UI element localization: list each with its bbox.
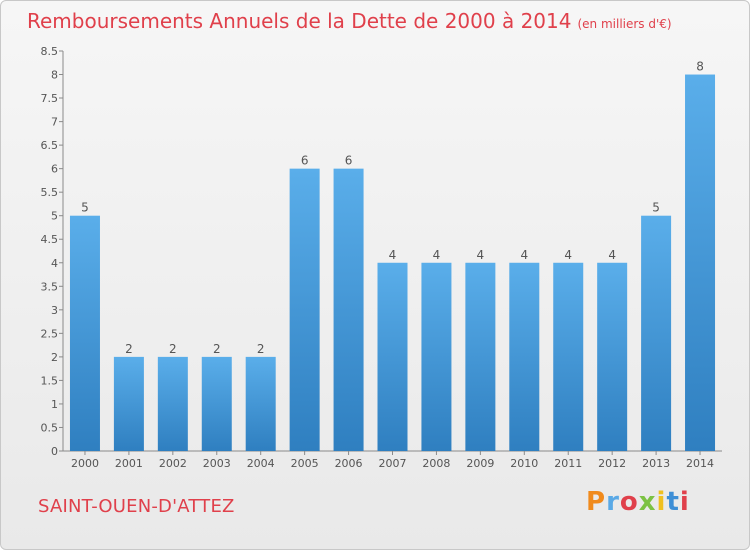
logo-letter: o <box>619 487 639 517</box>
bar <box>597 262 628 451</box>
bar-data-label: 4 <box>520 248 528 262</box>
y-tick-label: 1.5 <box>41 374 59 387</box>
bar-data-label: 4 <box>477 248 485 262</box>
bar <box>553 262 584 451</box>
logo-letter: i <box>679 487 690 517</box>
bar-data-label: 4 <box>389 248 397 262</box>
chart-title: Remboursements Annuels de la Dette de 20… <box>27 9 672 33</box>
y-tick-label: 0 <box>51 445 58 458</box>
bar <box>245 356 276 451</box>
bar <box>201 356 232 451</box>
y-tick-label: 4 <box>51 257 58 270</box>
bar-data-label: 5 <box>652 201 660 215</box>
x-tick-label: 2000 <box>71 457 99 470</box>
proxiti-logo: Proxiti <box>586 487 690 517</box>
y-tick-label: 8 <box>51 69 58 82</box>
bar-data-label: 4 <box>433 248 441 262</box>
x-tick-label: 2012 <box>598 457 626 470</box>
bar-data-label: 5 <box>81 201 89 215</box>
x-tick-label: 2009 <box>466 457 494 470</box>
bar-data-label: 2 <box>125 342 133 356</box>
commune-name: SAINT-OUEN-D'ATTEZ <box>38 496 235 517</box>
y-tick-label: 5.5 <box>41 186 59 199</box>
y-tick-label: 7 <box>51 116 58 129</box>
bar <box>113 356 144 451</box>
chart-data-labels: 5 2 2 2 2 6 6 4 4 4 4 4 4 5 8 <box>81 60 704 356</box>
bar <box>289 168 320 451</box>
y-tick-label: 3 <box>51 304 58 317</box>
y-tick-label: 5 <box>51 210 58 223</box>
bar <box>69 215 100 451</box>
chart-title-text: Remboursements Annuels de la Dette de 20… <box>27 9 572 33</box>
x-tick-label: 2006 <box>335 457 363 470</box>
x-tick-label: 2010 <box>510 457 538 470</box>
logo-letter: t <box>666 487 680 517</box>
y-tick-label: 7.5 <box>41 92 59 105</box>
bar <box>377 262 408 451</box>
chart-bars <box>69 74 716 451</box>
y-tick-label: 3.5 <box>41 280 59 293</box>
y-tick-label: 4.5 <box>41 233 59 246</box>
logo-letter: r <box>606 487 620 517</box>
x-tick-label: 2001 <box>115 457 143 470</box>
y-tick-label: 2 <box>51 351 58 364</box>
y-tick-label: 2.5 <box>41 327 59 340</box>
bar-data-label: 4 <box>608 248 616 262</box>
x-tick-label: 2003 <box>203 457 231 470</box>
bar-data-label: 2 <box>169 342 177 356</box>
y-tick-label: 0.5 <box>41 421 59 434</box>
bar <box>465 262 496 451</box>
bar <box>509 262 540 451</box>
y-tick-label: 6 <box>51 163 58 176</box>
x-tick-label: 2004 <box>247 457 275 470</box>
bar <box>333 168 364 451</box>
bar <box>685 74 716 451</box>
bar-data-label: 2 <box>213 342 221 356</box>
bar <box>157 356 188 451</box>
bar-data-label: 2 <box>257 342 265 356</box>
x-tick-label: 2007 <box>379 457 407 470</box>
bar-data-label: 8 <box>696 60 704 74</box>
chart-title-unit: (en milliers d'€) <box>577 17 672 31</box>
logo-letter: x <box>638 487 657 517</box>
chart-axes: 0 0.5 1 1.5 2 2.5 3 3.5 4 4.5 5 5.5 6 6.5 7 7.5 8 8.5 2000… <box>41 45 722 470</box>
y-tick-label: 1 <box>51 398 58 411</box>
bar <box>421 262 452 451</box>
logo-letter: P <box>586 487 607 517</box>
x-tick-label: 2011 <box>554 457 582 470</box>
x-tick-label: 2005 <box>291 457 319 470</box>
y-tick-label: 6.5 <box>41 139 59 152</box>
bar-data-label: 6 <box>301 154 309 168</box>
bar-data-label: 6 <box>345 154 353 168</box>
y-tick-label: 8.5 <box>41 45 59 58</box>
bar <box>641 215 672 451</box>
logo-letter: i <box>656 487 667 517</box>
x-tick-label: 2008 <box>422 457 450 470</box>
x-tick-label: 2002 <box>159 457 187 470</box>
bar-data-label: 4 <box>564 248 572 262</box>
x-tick-label: 2013 <box>642 457 670 470</box>
x-tick-label: 2014 <box>686 457 714 470</box>
